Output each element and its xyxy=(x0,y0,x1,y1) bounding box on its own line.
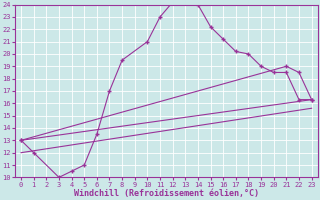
X-axis label: Windchill (Refroidissement éolien,°C): Windchill (Refroidissement éolien,°C) xyxy=(74,189,259,198)
